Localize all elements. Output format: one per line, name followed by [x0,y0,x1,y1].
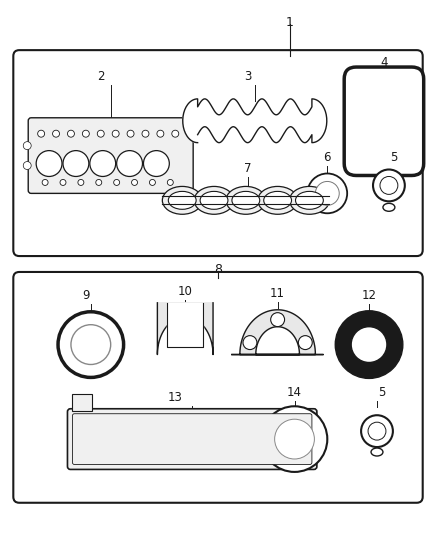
Circle shape [114,180,120,185]
Circle shape [38,130,45,137]
Circle shape [90,151,116,176]
Circle shape [63,151,89,176]
Circle shape [53,130,60,137]
Circle shape [243,336,257,350]
Ellipse shape [200,191,228,209]
Circle shape [271,313,285,327]
Ellipse shape [194,187,234,214]
Circle shape [23,161,31,169]
Circle shape [67,130,74,137]
Circle shape [172,130,179,137]
Text: 6: 6 [324,150,331,164]
FancyBboxPatch shape [13,272,423,503]
FancyBboxPatch shape [28,118,193,193]
Polygon shape [157,303,213,354]
Text: 4: 4 [380,56,388,69]
Text: 11: 11 [270,287,285,300]
Circle shape [127,130,134,137]
Text: 1: 1 [286,17,293,29]
Circle shape [97,130,104,137]
Text: 7: 7 [244,163,251,175]
Circle shape [380,176,398,195]
Circle shape [315,181,339,205]
Circle shape [58,312,124,377]
Ellipse shape [264,191,292,209]
Circle shape [335,311,403,378]
Circle shape [351,327,387,362]
Text: 3: 3 [244,70,251,83]
Circle shape [42,180,48,185]
Ellipse shape [383,203,395,211]
Ellipse shape [371,448,383,456]
Text: 2: 2 [97,70,105,83]
Circle shape [373,169,405,201]
Text: 10: 10 [178,285,193,298]
Circle shape [117,151,142,176]
Polygon shape [183,99,327,143]
Circle shape [23,142,31,150]
Circle shape [36,151,62,176]
FancyBboxPatch shape [72,414,312,464]
Circle shape [144,151,170,176]
Circle shape [298,336,312,350]
FancyBboxPatch shape [161,196,330,205]
Ellipse shape [168,191,196,209]
Polygon shape [167,303,203,346]
Text: 12: 12 [361,289,377,302]
Circle shape [368,422,386,440]
Circle shape [60,180,66,185]
FancyBboxPatch shape [13,50,423,256]
Ellipse shape [258,187,297,214]
FancyBboxPatch shape [344,67,424,175]
Text: 14: 14 [287,386,302,399]
Text: 13: 13 [168,391,183,404]
Circle shape [131,180,138,185]
Circle shape [71,325,111,365]
FancyBboxPatch shape [67,409,317,470]
Ellipse shape [232,191,260,209]
Circle shape [157,130,164,137]
Circle shape [78,180,84,185]
Ellipse shape [226,187,266,214]
Ellipse shape [162,187,202,214]
Ellipse shape [290,187,329,214]
Circle shape [149,180,155,185]
Circle shape [112,130,119,137]
Ellipse shape [296,191,323,209]
Circle shape [361,415,393,447]
Circle shape [275,419,314,459]
Text: 8: 8 [214,263,222,276]
Circle shape [307,173,347,213]
Circle shape [262,406,327,472]
Text: 5: 5 [390,150,398,164]
Circle shape [142,130,149,137]
Circle shape [167,180,173,185]
Polygon shape [72,394,92,411]
Text: 9: 9 [82,289,90,302]
Circle shape [82,130,89,137]
Polygon shape [232,310,323,354]
Text: 5: 5 [378,386,385,399]
Circle shape [96,180,102,185]
